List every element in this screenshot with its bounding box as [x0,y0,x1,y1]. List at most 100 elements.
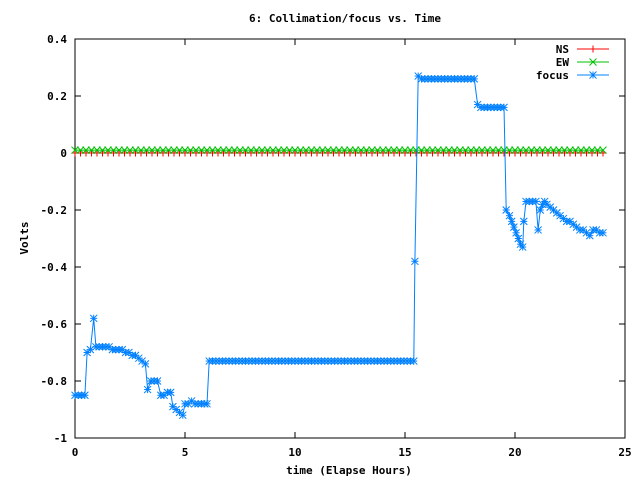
data-point-ew [109,146,118,155]
x-tick-label: 15 [398,446,411,459]
data-point-ew [582,146,591,155]
plot-frame [74,38,626,439]
data-point-ew [263,146,272,155]
data-point-ew [225,146,233,155]
data-point-ew [296,146,305,155]
data-point-ew [368,146,376,155]
data-point-ew [390,146,398,155]
data-point-ew [412,146,420,155]
data-point-ew [258,146,266,155]
legend-label-ew: EW [556,56,570,69]
data-point-ew [329,146,338,155]
data-point-ew [76,146,85,155]
data-point-ew [164,146,173,155]
data-point-ew [588,146,596,155]
data-point-ew [571,146,580,155]
data-point-ew [93,146,101,155]
data-point-ew [87,146,96,155]
x-tick-label: 20 [508,446,521,459]
data-point-focus [599,228,607,237]
y-axis-label: Volts [18,221,31,254]
data-point-ew [175,146,184,155]
data-point-focus [507,217,516,226]
data-point-ew [472,146,481,155]
data-point-focus [178,411,187,420]
y-tick-label: 0 [60,147,67,160]
x-tick-label: 5 [182,446,189,459]
legend-marker-ew [589,58,597,66]
data-point-ew [560,146,569,155]
data-point-ew [434,146,442,155]
data-point-ew [115,146,123,155]
data-point-ew [379,146,387,155]
data-point-ew [395,146,404,155]
data-point-ew [522,146,530,155]
data-point-ew [544,146,552,155]
y-tick-label: 0.2 [47,90,67,103]
data-point-ew [533,146,541,155]
data-point-focus [81,391,89,400]
data-point-ew [302,146,310,155]
data-point-focus [166,388,175,397]
data-point-ew [307,146,316,155]
data-point-ew [126,146,134,155]
data-point-ew [120,146,129,155]
x-tick-label: 10 [288,446,301,459]
data-point-ew [280,146,288,155]
data-point-ew [494,146,503,155]
data-point-ew [340,146,349,155]
data-point-focus [143,385,152,394]
legend-label-ns: NS [556,43,569,56]
data-point-ew [252,146,261,155]
data-point-focus [502,206,511,214]
data-point-ew [269,146,277,155]
data-point-ew [505,146,514,155]
data-point-ew [450,146,459,155]
x-axis-label: time (Elapse Hours) [286,464,412,477]
data-point-ew [148,146,156,155]
data-point-ew [527,146,536,155]
data-point-ew [98,146,107,155]
data-point-ew [247,146,255,155]
data-point-ew [241,146,250,155]
data-point-ew [373,146,382,155]
data-point-ew [208,146,217,155]
data-point-focus [89,314,98,323]
data-point-ew [82,146,90,155]
series-layer [71,72,607,420]
x-tick-label: 0 [72,446,79,459]
data-point-ew [577,146,585,155]
data-point-ew [236,146,244,155]
data-point-focus [409,357,418,365]
data-point-focus [470,75,479,83]
data-point-ew [346,146,354,155]
data-point-ew [401,146,409,155]
data-point-ew [351,146,360,155]
data-point-focus [534,226,542,234]
data-point-ew [500,146,508,155]
data-point-focus [153,377,162,385]
data-point-focus [532,197,540,206]
data-point-ew [285,146,294,155]
y-tick-label: -0.2 [41,204,68,217]
data-point-focus [585,231,594,240]
data-point-ew [159,146,167,155]
data-point-ew [274,146,283,155]
data-point-focus [519,217,528,226]
data-point-ew [219,146,228,155]
data-point-ew [335,146,343,155]
data-point-ew [291,146,299,155]
legend-marker-focus [589,71,597,79]
y-tick-label: -0.8 [41,375,68,388]
data-point-ew [538,146,547,155]
data-point-ew [406,146,415,155]
data-point-ew [192,146,200,155]
data-point-ew [142,146,151,155]
axes: 0 5 10 15 20 25 -1 -0.8 -0.6 -0.4 -0.2 0 0.2 0.4 [41,33,632,459]
data-point-ew [170,146,178,155]
x-tick-label: 25 [618,446,631,459]
data-point-ew [153,146,162,155]
data-point-ew [71,146,79,155]
data-point-ew [549,146,558,155]
